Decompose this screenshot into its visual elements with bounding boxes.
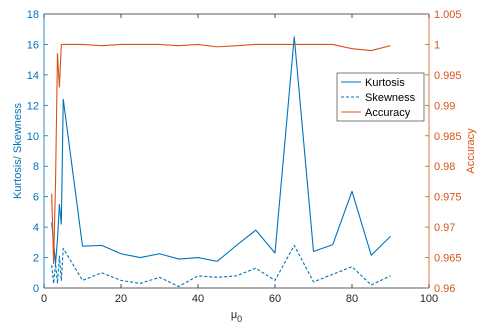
left-y-axis-label: Kurtosis/ Skewness: [12, 103, 24, 199]
x-axis-label: μ0: [231, 309, 242, 323]
right-y-tick-label: 1: [434, 39, 440, 51]
x-tick-label: 80: [346, 293, 358, 305]
x-tick-label: 20: [115, 293, 127, 305]
series-line-accuracy: [51, 43, 391, 265]
series-line-kurtosis: [51, 36, 391, 265]
x-axis-label-symbol: μ: [231, 309, 237, 321]
left-y-tick-label: 12: [27, 100, 39, 112]
plot-area: [44, 14, 429, 288]
right-y-tick-label: 0.99: [434, 100, 455, 112]
right-y-tick-label: 0.995: [434, 70, 462, 82]
right-y-tick-label: 0.98: [434, 161, 455, 173]
x-tick-label: 40: [192, 293, 204, 305]
x-tick-label: 0: [41, 293, 47, 305]
left-y-tick-label: 18: [27, 9, 39, 21]
left-y-tick-label: 0: [33, 283, 39, 295]
left-y-tick-label: 2: [33, 253, 39, 265]
right-y-tick-label: 1.005: [434, 9, 462, 21]
legend-label-skewness: Skewness: [365, 92, 416, 104]
left-y-tick-label: 14: [27, 70, 39, 82]
legend-label-kurtosis: Kurtosis: [365, 77, 405, 89]
left-y-tick-label: 10: [27, 131, 39, 143]
x-tick-label: 100: [420, 293, 438, 305]
right-y-tick-label: 0.97: [434, 222, 455, 234]
right-y-tick-label: 0.96: [434, 283, 455, 295]
right-y-axis-label: Accuracy: [465, 128, 477, 174]
x-axis-label-subscript: 0: [237, 314, 242, 323]
left-y-tick-label: 16: [27, 39, 39, 51]
x-tick-label: 60: [269, 293, 281, 305]
left-y-tick-label: 6: [33, 192, 39, 204]
legend-label-accuracy: Accuracy: [365, 107, 411, 119]
right-y-tick-label: 0.975: [434, 192, 462, 204]
right-y-tick-label: 0.965: [434, 253, 462, 265]
series-line-skewness: [51, 244, 391, 288]
left-y-tick-label: 4: [33, 222, 39, 234]
right-y-tick-label: 0.985: [434, 131, 462, 143]
left-y-tick-label: 8: [33, 161, 39, 173]
legend: Kurtosis Skewness Accuracy: [336, 72, 425, 122]
plot-background: [44, 14, 429, 288]
axes: 0 20 40 60 80 1000246810121416180.960.9650.97…: [12, 9, 477, 323]
